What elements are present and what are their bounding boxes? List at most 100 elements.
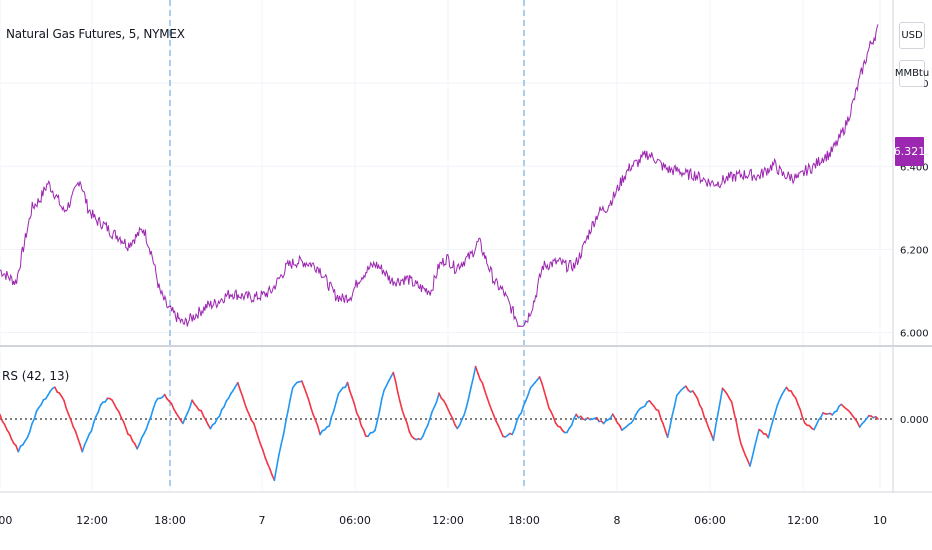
time-tick-label: 18:00 — [508, 514, 540, 527]
rs-segment — [314, 419, 319, 428]
rs-segment — [275, 454, 280, 468]
rs-segment — [737, 432, 742, 445]
rs-segment — [744, 454, 749, 462]
rs-segment — [673, 394, 678, 408]
rs-segment — [751, 446, 756, 459]
time-tick-label: 8 — [614, 514, 621, 527]
time-tick-label: 18:00 — [154, 514, 186, 527]
rs-segment — [499, 430, 504, 438]
rs-segment — [264, 456, 269, 465]
rs-segment — [355, 411, 360, 419]
rs-segment — [815, 419, 820, 426]
rs-segment — [431, 405, 436, 413]
rs-segment — [705, 421, 710, 430]
rs-segment — [67, 413, 72, 421]
rs-segment — [284, 409, 289, 423]
chart-title: Natural Gas Futures, 5, NYMEX — [6, 27, 185, 41]
rs-segment — [152, 401, 157, 410]
rs-segment — [182, 416, 186, 425]
rs-segment — [449, 413, 454, 420]
rs-segment — [470, 376, 475, 389]
rs-segment — [735, 420, 740, 435]
price-tick-label: 6.000 — [900, 329, 929, 340]
rs-segment — [632, 414, 637, 422]
rs-segment — [92, 415, 97, 424]
price-tick-label: 6.200 — [900, 245, 929, 256]
rs-segment — [335, 392, 340, 404]
currency-button[interactable]: USD — [899, 22, 925, 49]
time-tick-label: 0:00 — [0, 514, 12, 527]
rs-segment — [401, 409, 406, 419]
rs-segment — [755, 428, 760, 439]
rs-segment — [83, 438, 88, 446]
rs-segment — [289, 387, 294, 400]
rs-segment — [54, 386, 59, 393]
rs-segment — [259, 443, 264, 452]
rs-segment — [129, 434, 134, 442]
time-tick-label: 06:00 — [339, 514, 371, 527]
rs-segment — [543, 390, 548, 400]
rs-segment — [282, 420, 287, 436]
rs-segment — [17, 445, 22, 453]
rs-segment — [125, 427, 129, 436]
rs-segment — [65, 407, 70, 416]
rs-segment — [717, 400, 722, 416]
rs-segment — [255, 429, 260, 439]
rs-segment — [351, 396, 356, 405]
rs-segment — [819, 412, 824, 419]
unit-button[interactable]: MMBtu — [895, 60, 929, 87]
rs-segment — [280, 433, 285, 446]
rs-segment — [227, 392, 232, 400]
rs-tick-label: 0.000 — [900, 415, 929, 426]
rs-segment — [696, 397, 701, 406]
time-tick-label: 06:00 — [694, 514, 726, 527]
rs-segment — [835, 405, 840, 412]
rs-segment — [214, 417, 218, 425]
rs-segment — [218, 408, 223, 418]
rs-segment — [797, 403, 802, 411]
rs-segment — [122, 420, 127, 429]
time-tick-label: 7 — [259, 514, 266, 527]
rs-segment — [241, 395, 246, 405]
rs-segment — [385, 380, 390, 387]
rs-segment — [495, 420, 500, 427]
rs-segment — [749, 456, 754, 467]
rs-segment — [511, 428, 516, 436]
rs-segment — [426, 417, 431, 427]
indicator-label[interactable]: RS (42, 13) — [2, 369, 70, 383]
rs-segment — [712, 425, 717, 442]
rs-segment — [362, 428, 367, 437]
rs-segment — [170, 402, 175, 410]
rs-segment — [545, 398, 550, 409]
rs-segment — [662, 422, 667, 432]
rs-segment — [408, 430, 413, 438]
rs-segment — [488, 403, 493, 411]
rs-segment — [186, 406, 191, 414]
rs-segment — [63, 399, 68, 410]
rs-segment — [143, 428, 148, 435]
rs-segment — [138, 436, 143, 445]
rs-segment — [95, 411, 100, 418]
rs-segment — [767, 428, 772, 439]
rs-segment — [10, 437, 15, 445]
rs-segment — [874, 415, 879, 420]
rs-segment — [305, 392, 310, 401]
rs-segment — [438, 392, 443, 400]
rs-segment — [714, 413, 719, 427]
rs-segment — [769, 420, 774, 431]
rs-segment — [463, 406, 468, 416]
rs-segment — [287, 397, 292, 412]
rs-segment — [86, 433, 90, 441]
rs-segment — [422, 429, 427, 437]
rs-segment — [72, 425, 77, 433]
rs-segment — [300, 380, 305, 388]
rs-segment — [97, 404, 102, 413]
rs-segment — [268, 467, 273, 476]
rs-segment — [483, 389, 488, 399]
rs-segment — [113, 403, 118, 410]
rs-segment — [33, 410, 38, 420]
rs-segment — [461, 413, 466, 421]
rs-segment — [257, 437, 262, 446]
rs-segment — [392, 371, 397, 383]
